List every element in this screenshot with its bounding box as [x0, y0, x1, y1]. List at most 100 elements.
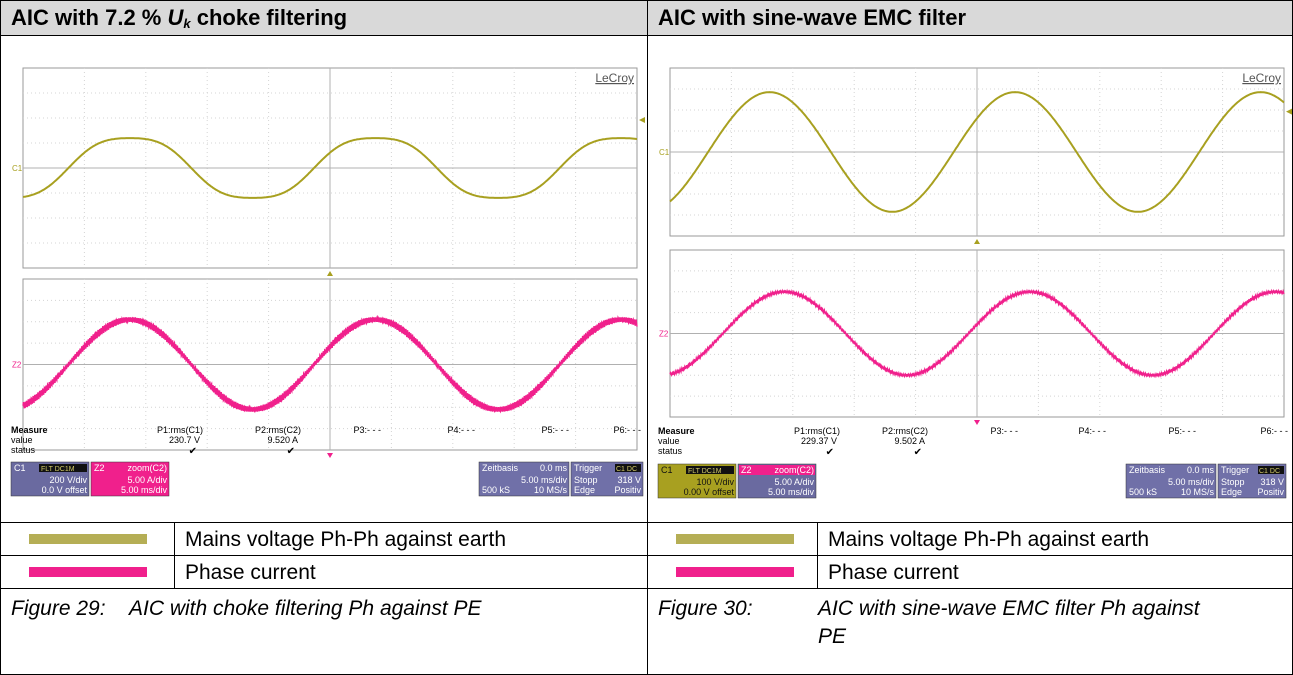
legend-right-label-2: Phase current: [817, 555, 1293, 589]
legend-swatch-voltage: [29, 534, 147, 544]
c1-box-offset: 0.0 V offset: [42, 485, 88, 495]
legend-left-label-1: Mains voltage Ph-Ph against earth: [174, 522, 648, 556]
measure-param-status: ✔: [189, 446, 197, 457]
z2-box-timebase: 5.00 ms/div: [768, 487, 815, 497]
measure-row-value: value: [11, 435, 33, 445]
z2-box-title: zoom(C2): [774, 465, 814, 475]
measure-param-name: P2:rms(C2): [255, 425, 301, 435]
trigger-source-tag: C1 DC: [1259, 468, 1280, 475]
measure-param-name: P6:- - -: [613, 425, 641, 435]
trigger-level: 318 V: [1260, 477, 1284, 487]
measure-param-status: ✔: [914, 447, 922, 458]
header-text: AIC with 7.2 %: [11, 5, 167, 30]
panel-left-scope: LeCroy C1 Z2 Measure value status P1:rms(C1) 23…: [0, 35, 648, 523]
zoom-position-marker: [974, 420, 980, 425]
trigger-level: 318 V: [617, 475, 641, 485]
measure-param-status: ✔: [287, 446, 295, 457]
caption-text: AIC with sine-wave EMC filter Ph against…: [818, 595, 1218, 651]
measure-param-name: P5:- - -: [541, 425, 569, 435]
trigger-title: Trigger: [574, 463, 602, 473]
trigger-level-marker: [1286, 109, 1292, 115]
trigger-level-marker: [639, 117, 645, 123]
measure-param-value: 9.520 A: [267, 435, 298, 445]
measure-row-value: value: [658, 436, 680, 446]
legend-right-swatch-cell-1: [647, 522, 818, 556]
measure-param-name: P5:- - -: [1168, 426, 1196, 436]
legend-swatch-current: [29, 567, 147, 577]
timebase-scale: 5.00 ms/div: [1168, 477, 1215, 487]
timebase-offset: 0.0 ms: [540, 463, 568, 473]
measure-param-status: ✔: [826, 447, 834, 458]
legend-swatch-voltage: [676, 534, 794, 544]
measure-row-status: status: [11, 445, 36, 455]
trigger-slope: Positiv: [614, 485, 641, 495]
channel-c1-label: C1: [12, 164, 23, 173]
lecroy-logo: LeCroy: [595, 71, 634, 85]
measure-row-status: status: [658, 446, 683, 456]
channel-c1-label: C1: [659, 148, 670, 157]
z2-box-scale: 5.00 A/div: [774, 477, 814, 487]
channel-z2-label: Z2: [659, 330, 669, 339]
timebase-rate: 10 MS/s: [534, 485, 568, 495]
header-symbol: U: [167, 5, 183, 30]
caption-left: Figure 29: AIC with choke filtering Ph ag…: [0, 588, 648, 675]
trigger-mode: Stopp: [574, 475, 598, 485]
measure-param-name: P1:rms(C1): [157, 425, 203, 435]
timebase-title: Zeitbasis: [482, 463, 519, 473]
measure-param-name: P2:rms(C2): [882, 426, 928, 436]
timebase-samples: 500 kS: [1129, 487, 1157, 497]
trigger-title: Trigger: [1221, 465, 1249, 475]
trigger-source-tag: C1 DC: [616, 466, 637, 473]
measure-title: Measure: [11, 425, 48, 435]
timebase-rate: 10 MS/s: [1181, 487, 1215, 497]
header-subscript: k: [183, 16, 190, 31]
header-text: AIC with sine-wave EMC filter: [658, 5, 966, 30]
timebase-offset: 0.0 ms: [1187, 465, 1215, 475]
c1-box-tag: FLT DC1M: [41, 466, 75, 473]
legend-swatch-current: [676, 567, 794, 577]
measure-param-name: P1:rms(C1): [794, 426, 840, 436]
panel-right-header: AIC with sine-wave EMC filter: [647, 0, 1293, 36]
channel-z2-label: Z2: [12, 361, 22, 370]
measure-param-value: 9.502 A: [894, 436, 925, 446]
measure-param-value: 230.7 V: [169, 435, 200, 445]
legend-left-swatch-cell-1: [0, 522, 175, 556]
measure-param-name: P3:- - -: [990, 426, 1018, 436]
trigger-type: Edge: [1221, 487, 1242, 497]
z2-box-name: Z2: [741, 465, 752, 475]
trigger-type: Edge: [574, 485, 595, 495]
caption-number: Figure 30:: [658, 595, 818, 623]
measure-param-name: P4:- - -: [1078, 426, 1106, 436]
c1-box-offset: 0.00 V offset: [684, 487, 735, 497]
trigger-position-marker: [327, 271, 333, 276]
timebase-samples: 500 kS: [482, 485, 510, 495]
c1-box-scale: 200 V/div: [49, 475, 87, 485]
z2-box-title: zoom(C2): [127, 463, 167, 473]
z2-box-scale: 5.00 A/div: [127, 475, 167, 485]
legend-right-label-1: Mains voltage Ph-Ph against earth: [817, 522, 1293, 556]
measure-param-value: 229.37 V: [801, 436, 837, 446]
measure-param-name: P4:- - -: [447, 425, 475, 435]
lecroy-logo: LeCroy: [1242, 71, 1281, 85]
z2-box-timebase: 5.00 ms/div: [121, 485, 168, 495]
panel-left-header: AIC with 7.2 % Uk choke filtering: [0, 0, 648, 36]
trigger-slope: Positiv: [1257, 487, 1284, 497]
zoom-position-marker: [327, 453, 333, 458]
timebase-scale: 5.00 ms/div: [521, 475, 568, 485]
header-text-post: choke filtering: [191, 5, 347, 30]
caption-text: AIC with choke filtering Ph against PE: [129, 595, 629, 623]
panel-right-scope: LeCroy C1 Z2 Measure value status P1:rms(C1) 22…: [647, 35, 1293, 523]
measure-param-name: P3:- - -: [353, 425, 381, 435]
caption-right: Figure 30: AIC with sine-wave EMC filter …: [647, 588, 1293, 675]
trigger-position-marker: [974, 239, 980, 244]
c1-box-name: C1: [661, 465, 673, 475]
caption-number: Figure 29:: [11, 595, 129, 623]
legend-right-swatch-cell-2: [647, 555, 818, 589]
timebase-title: Zeitbasis: [1129, 465, 1166, 475]
measure-param-name: P6:- - -: [1260, 426, 1288, 436]
c1-box-tag: FLT DC1M: [688, 468, 722, 475]
legend-left-label-2: Phase current: [174, 555, 648, 589]
